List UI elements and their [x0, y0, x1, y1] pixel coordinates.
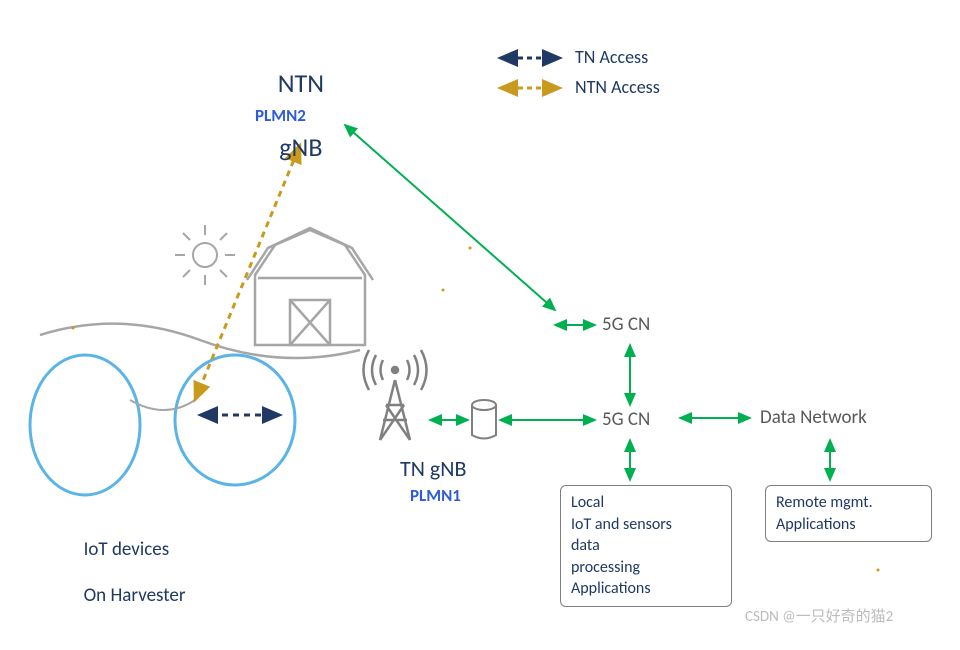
ntn-line1: NTN [278, 67, 324, 99]
local-l2: IoT and sensors [571, 514, 721, 536]
ntn-gnb-title: NTN gNB [250, 35, 340, 163]
legend-ntn-label: NTN Access [575, 76, 660, 98]
watermark: CSDN @一只好奇的猫2 [745, 605, 893, 626]
dn-label: Data Network [760, 406, 867, 429]
iot-line1: IoT devices [84, 538, 170, 561]
ground-line [40, 324, 360, 358]
remote-l2: Applications [776, 514, 921, 536]
local-l3: data [571, 535, 721, 557]
local-l5: Applications [571, 578, 721, 600]
cn-bot-label: 5G CN [602, 408, 650, 431]
harvester-wheel-1 [30, 355, 140, 495]
cn-top-label: 5G CN [602, 313, 650, 336]
ntn-plmn: PLMN2 [255, 105, 306, 126]
harvester-wheel-2 [175, 355, 295, 485]
local-apps-box: Local IoT and sensors data processing Ap… [560, 485, 732, 607]
tn-plmn: PLMN1 [410, 485, 461, 506]
barn-icon [247, 228, 373, 345]
local-l4: processing [571, 557, 721, 579]
iot-label: IoT devices On Harvester [75, 515, 186, 607]
remote-l1: Remote mgmt. [776, 492, 921, 514]
ntn-line2: gNB [279, 131, 322, 163]
legend-tn-label: TN Access [575, 46, 648, 68]
cylinder-icon [472, 400, 496, 439]
arrow-sat-cn [345, 125, 555, 310]
tn-gnb-title: TN gNB [400, 455, 466, 482]
iot-line2: On Harvester [84, 584, 186, 607]
remote-apps-box: Remote mgmt. Applications [765, 485, 932, 542]
local-l1: Local [571, 492, 721, 514]
sun-icon [175, 225, 235, 285]
cell-tower-icon [364, 350, 427, 440]
